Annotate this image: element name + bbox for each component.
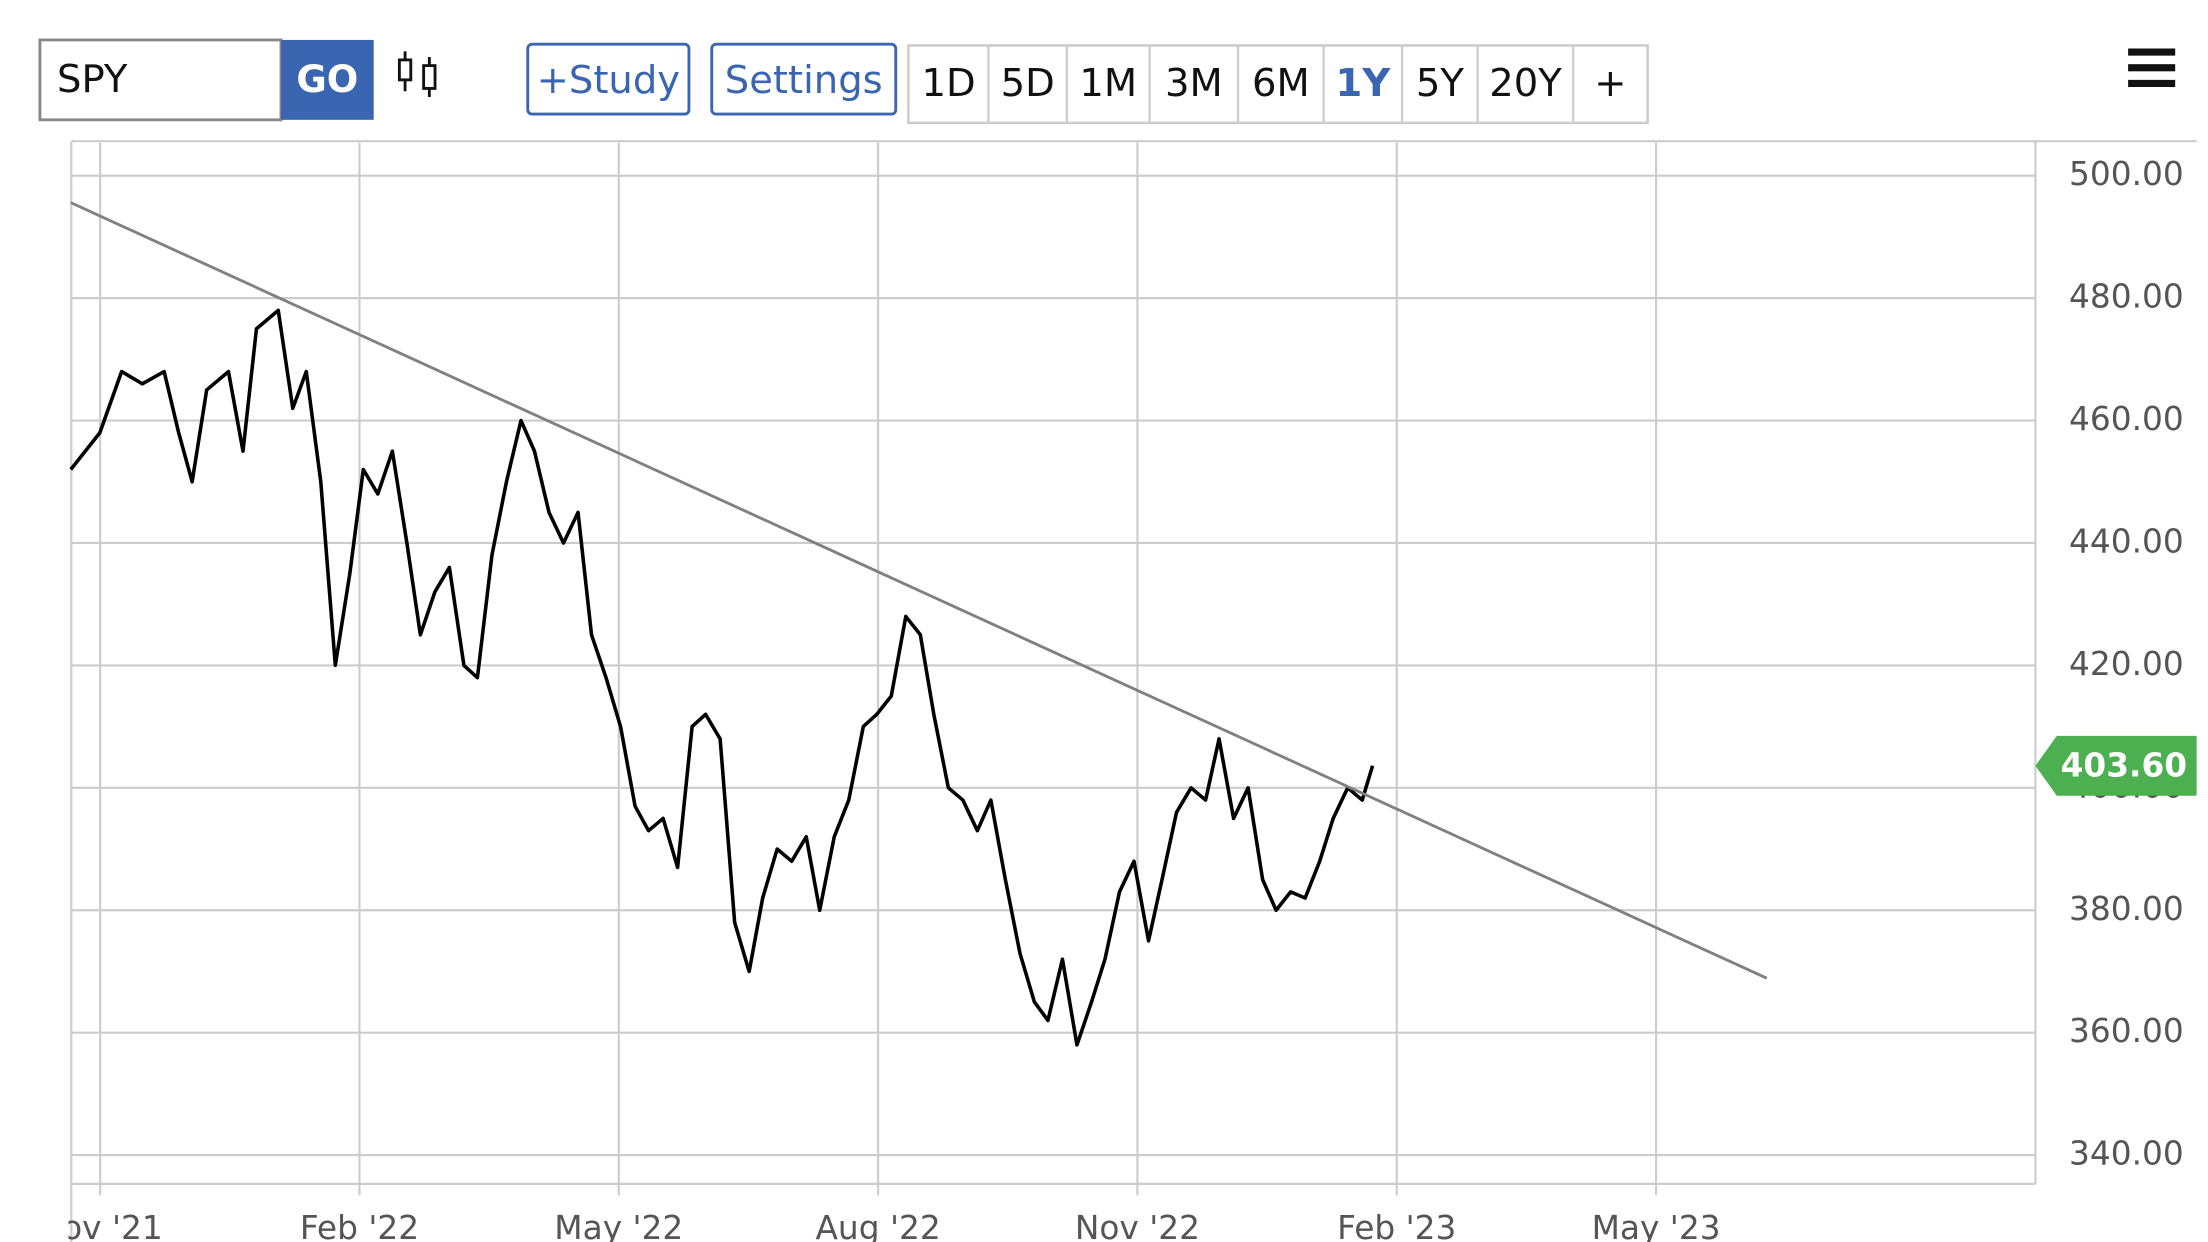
symbol-text: SPY (57, 57, 128, 102)
range-label: + (1594, 61, 1626, 106)
y-tick-label: 420.00 (2069, 645, 2184, 683)
x-tick-label: May '23 (1592, 1209, 1721, 1242)
go-label: GO (296, 58, 358, 101)
range-label: 1D (921, 61, 975, 106)
x-tick-label: Aug '22 (816, 1209, 941, 1242)
x-tick-label: Nov '22 (1075, 1209, 1200, 1242)
last-price-tag (2035, 735, 2197, 796)
y-tick-label: 500.00 (2069, 155, 2184, 193)
menu-icon[interactable] (2128, 48, 2176, 88)
chart-type-icon[interactable] (397, 51, 437, 97)
range-button[interactable] (1237, 44, 1325, 124)
range-button[interactable] (987, 44, 1068, 124)
range-button[interactable] (1401, 44, 1479, 124)
x-tick-label: Feb '23 (1337, 1209, 1456, 1242)
y-tick-label: 460.00 (2069, 400, 2184, 438)
settings-button[interactable] (710, 42, 898, 116)
range-selector: 1D 5D 1M 3M 6M 1Y 5Y 20Y + (907, 44, 1649, 125)
y-tick-label: 480.00 (2069, 278, 2184, 316)
x-tick-label: Nov '21 (38, 1209, 163, 1242)
range-label: 1M (1079, 61, 1137, 106)
trend-line (70, 201, 1768, 980)
last-price-label: 403.60 (2061, 747, 2188, 785)
range-label: 1Y (1336, 61, 1392, 106)
range-label: 3M (1165, 61, 1223, 106)
plot: 340.00360.00380.00400.00420.00440.00460.… (38, 142, 2197, 1242)
range-button[interactable] (1148, 44, 1240, 124)
range-label: 5D (1001, 61, 1055, 106)
settings-label: Settings (725, 58, 883, 103)
range-label: 20Y (1489, 61, 1562, 106)
y-tick-label: 440.00 (2069, 522, 2184, 560)
y-tick-label: 340.00 (2069, 1135, 2184, 1173)
price-line (69, 308, 1375, 1047)
study-button[interactable] (526, 42, 691, 116)
range-button[interactable] (1065, 44, 1151, 124)
range-label: 6M (1252, 61, 1310, 106)
study-label: +Study (537, 58, 680, 103)
go-button[interactable] (280, 39, 374, 120)
y-tick-label: 360.00 (2069, 1012, 2184, 1050)
symbol-input[interactable] (38, 38, 283, 122)
range-button[interactable] (1572, 44, 1649, 124)
y-tick-label: 380.00 (2069, 890, 2184, 928)
x-tick-label: Feb '22 (300, 1209, 419, 1242)
x-tick-label: May '22 (554, 1209, 683, 1242)
range-label: 5Y (1416, 61, 1464, 106)
